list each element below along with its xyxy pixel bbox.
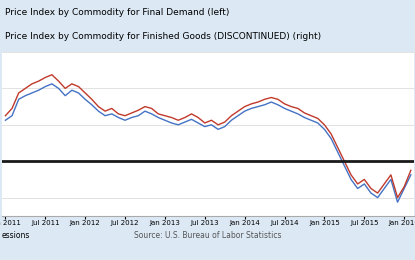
Text: Price Index by Commodity for Final Demand (left): Price Index by Commodity for Final Deman…: [5, 8, 229, 17]
Text: essions: essions: [2, 231, 30, 240]
Text: Source: U.S. Bureau of Labor Statistics: Source: U.S. Bureau of Labor Statistics: [134, 231, 281, 240]
Text: Price Index by Commodity for Finished Goods (DISCONTINUED) (right): Price Index by Commodity for Finished Go…: [5, 32, 321, 41]
